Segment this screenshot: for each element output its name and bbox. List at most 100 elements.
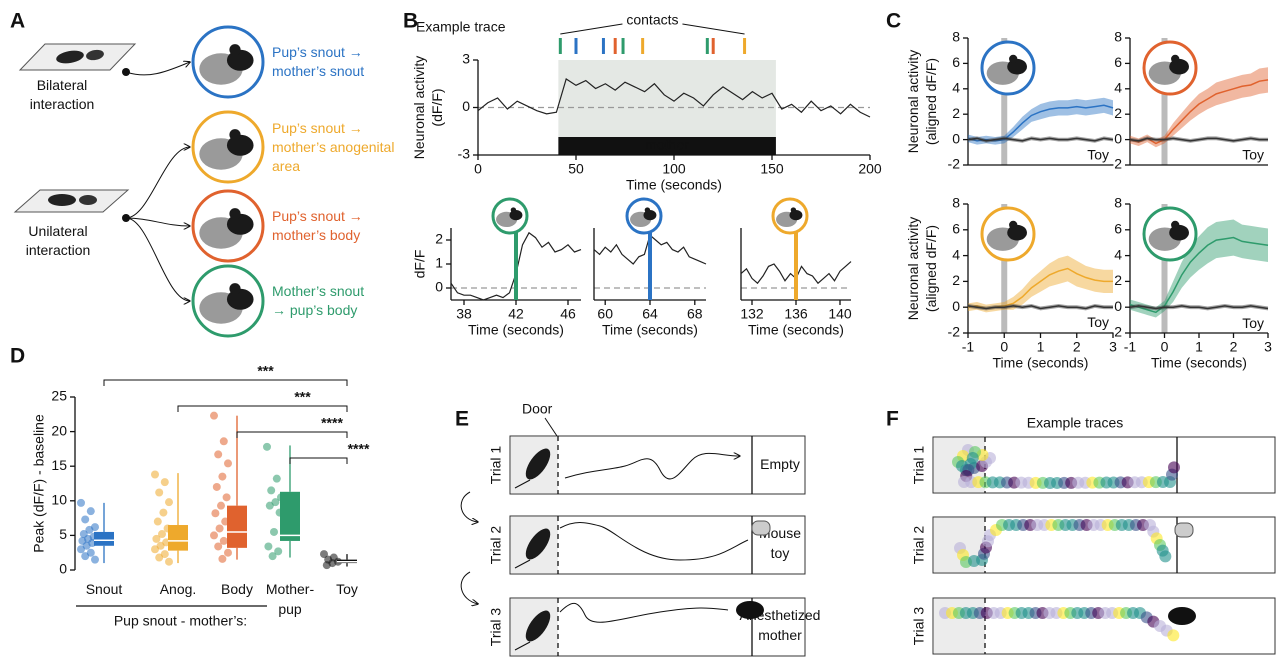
x-tick-label: Snout <box>86 581 123 597</box>
y-tick-label: 6 <box>952 221 960 237</box>
y-tick-label: 20 <box>51 422 67 438</box>
position-dot <box>1159 550 1172 563</box>
position-dot <box>1168 461 1180 474</box>
x-tick-label: 200 <box>858 161 882 177</box>
mouse <box>736 601 764 619</box>
arena-label: Bilateral interaction <box>30 77 95 112</box>
target-label-line: mother <box>758 627 802 643</box>
y-tick-label: -2 <box>948 156 961 172</box>
y-tick-label: 5 <box>59 526 67 542</box>
arena-label-line: Unilateral <box>28 223 87 239</box>
position-dot <box>1167 629 1180 642</box>
y-tick-label: -3 <box>458 146 471 162</box>
point <box>222 493 231 502</box>
x-tick-label: 60 <box>597 306 613 322</box>
trial-arrow <box>460 571 478 604</box>
trace <box>477 78 871 118</box>
x-tick-label: 38 <box>456 306 472 322</box>
panel-title: Example traces <box>1027 415 1123 431</box>
trial-label: Trial 3 <box>911 607 927 646</box>
point <box>322 561 331 570</box>
mouse <box>525 610 551 642</box>
contact-label: Pup’s snout → mother’s body <box>272 208 363 243</box>
y-tick-label: 8 <box>952 29 960 45</box>
toy-icon <box>1174 522 1194 538</box>
y-tick-label: 8 <box>952 195 960 211</box>
group-label: Pup snout - mother’s: <box>114 613 247 629</box>
y-tick-label: 0 <box>1114 298 1122 314</box>
y-tick-label: 2 <box>952 272 960 288</box>
y-tick-label: 4 <box>1114 80 1122 96</box>
point <box>270 527 278 536</box>
sig-bracket <box>236 431 348 438</box>
mouse <box>86 49 104 61</box>
panel-label: E <box>455 408 469 431</box>
x-tick-label: Toy <box>336 581 358 597</box>
x-axis-title: Time (seconds) <box>1151 355 1247 371</box>
arrow <box>125 217 190 226</box>
mean-line <box>967 137 1114 142</box>
trial-label: Trial 2 <box>911 526 927 565</box>
sig-bracket <box>289 457 348 464</box>
point <box>320 550 328 559</box>
sig-label: *** <box>294 389 311 405</box>
icon-ear <box>1009 54 1018 64</box>
trajectory <box>564 453 740 480</box>
x-tick-label: 2 <box>1230 339 1238 355</box>
trial-label: Trial 1 <box>911 446 927 485</box>
contact-bracket <box>560 23 623 35</box>
point <box>219 536 228 545</box>
y-tick-label: 6 <box>1114 221 1122 237</box>
y-axis-title-line: Neuronal activity <box>411 56 427 160</box>
point <box>158 530 166 539</box>
x-axis-title: Time (seconds) <box>626 177 722 193</box>
error-band <box>968 303 1113 311</box>
arena-label-line: interaction <box>30 96 95 112</box>
trial-label: Trial 2 <box>488 526 504 565</box>
x-axis-title: Time (seconds) <box>602 322 698 338</box>
y-tick-label: 2 <box>952 105 960 121</box>
contact-label-line: Mother’s snout <box>272 283 364 299</box>
point <box>268 552 277 561</box>
contact-bar <box>794 232 798 300</box>
tail <box>514 559 531 569</box>
y-tick-label: 2 <box>1114 272 1122 288</box>
panel-label: F <box>886 408 899 431</box>
point <box>263 442 271 451</box>
contact-label-line: Pup’s snout → <box>272 44 363 60</box>
tail <box>514 479 531 489</box>
shaded-bar <box>558 137 776 155</box>
x-tick-label: 0 <box>1161 339 1169 355</box>
point <box>267 486 276 495</box>
mean-line <box>967 305 1113 310</box>
y-tick-label: 2 <box>435 231 443 247</box>
point <box>214 542 223 551</box>
x-tick-label: 132 <box>740 306 764 322</box>
point <box>151 470 159 479</box>
x-axis-title: Time (seconds) <box>748 322 844 338</box>
point <box>264 542 273 551</box>
series-label: Toy <box>1242 315 1264 331</box>
y-tick-label: 4 <box>952 246 960 262</box>
series-label: Toy <box>1242 146 1264 162</box>
x-axis-title: Time (seconds) <box>468 322 564 338</box>
target-label-line: toy <box>771 545 790 561</box>
point <box>218 554 227 563</box>
y-tick-label: -2 <box>948 324 961 340</box>
x-tick-label: 0 <box>474 161 482 177</box>
mouse <box>48 194 76 206</box>
box <box>168 525 188 551</box>
mouse <box>525 528 551 560</box>
contact-label-line: → pup’s body <box>272 302 357 318</box>
target-label: Mouse toy <box>759 525 801 561</box>
x-tick-label: -1 <box>1124 339 1137 355</box>
arrow <box>125 147 190 219</box>
point <box>77 545 85 554</box>
x-tick-label-line: Anog. <box>160 581 197 597</box>
contact-label-line: Pup’s snout → <box>272 120 363 136</box>
icon-ear <box>229 208 241 220</box>
sig-bracket <box>103 379 348 386</box>
series-label: Toy <box>1087 146 1109 162</box>
y-axis-title: Neuronal activity (aligned dF/F) <box>905 217 939 321</box>
